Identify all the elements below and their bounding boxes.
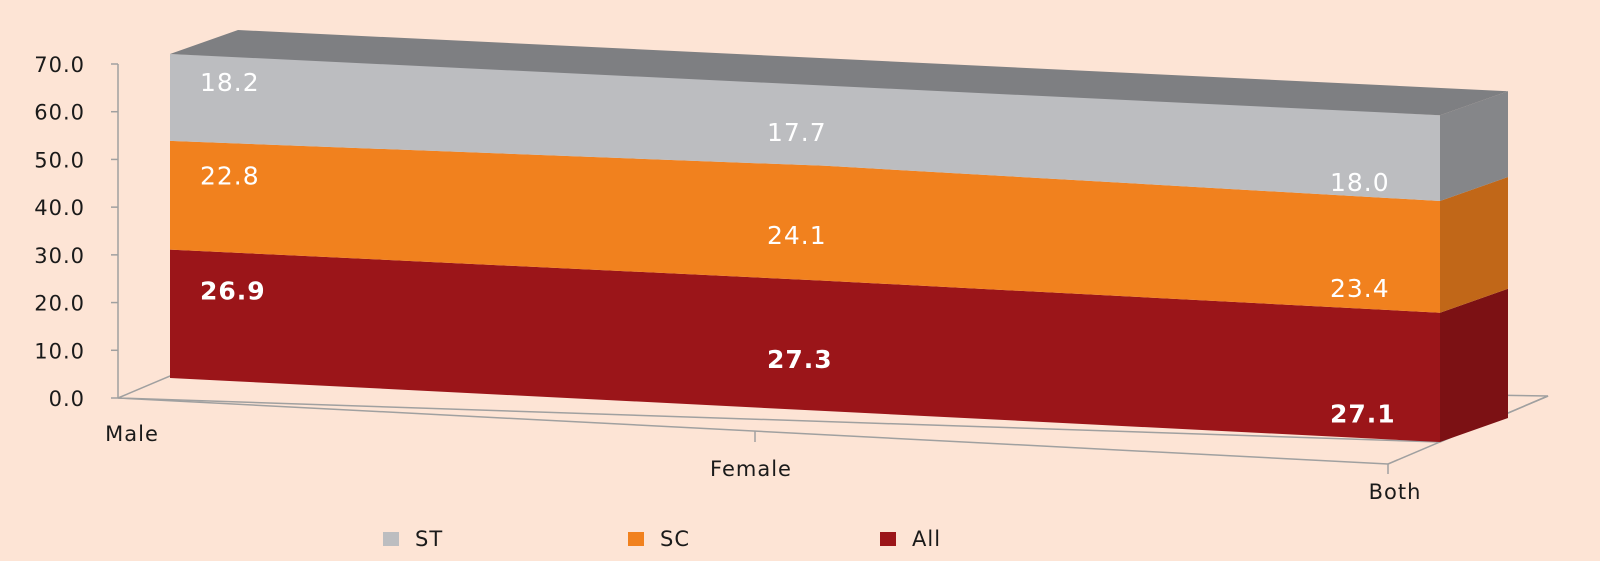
legend-label-st: ST — [415, 527, 443, 551]
stacked-bar-ribbon — [170, 30, 1508, 442]
legend-label-sc: SC — [660, 527, 690, 551]
data-label-st: 18.2 — [200, 68, 260, 97]
y-tick-label: 0.0 — [49, 387, 85, 411]
y-tick-label: 40.0 — [34, 196, 85, 220]
legend-swatch-st — [383, 532, 399, 546]
data-label-all: 27.1 — [1330, 400, 1396, 429]
bar-segment-st — [170, 54, 1440, 201]
legend-swatch-sc — [628, 532, 644, 546]
data-label-all: 27.3 — [767, 345, 833, 374]
y-tick-label: 10.0 — [34, 339, 85, 363]
y-tick-label: 50.0 — [34, 148, 85, 172]
bar-segment-sc — [170, 140, 1440, 313]
y-tick-label: 70.0 — [34, 53, 85, 77]
legend-label-all: All — [912, 527, 941, 551]
y-tick-label: 30.0 — [34, 244, 85, 268]
x-axis-line — [117, 397, 1389, 465]
y-axis: 0.0 10.0 20.0 30.0 40.0 50.0 60.0 70.0 — [34, 53, 119, 411]
x-axis-category-labels: Male Female Both — [105, 422, 1422, 504]
x-category-label: Both — [1369, 480, 1422, 504]
y-tick-label: 60.0 — [34, 101, 85, 125]
data-label-sc: 23.4 — [1330, 274, 1390, 303]
x-category-label: Female — [710, 457, 792, 481]
data-label-st: 18.0 — [1330, 168, 1390, 197]
legend-swatch-all — [880, 532, 896, 546]
data-label-all: 26.9 — [200, 277, 266, 306]
bar-side-st — [1440, 91, 1508, 201]
legend: ST SC All — [383, 527, 941, 551]
bar-top-face — [170, 30, 1508, 116]
x-category-label: Male — [105, 422, 159, 446]
data-label-st: 17.7 — [767, 118, 827, 147]
bar-side-all — [1440, 288, 1508, 442]
bar-segment-all — [170, 249, 1440, 442]
data-label-sc: 22.8 — [200, 162, 260, 191]
data-labels: 26.9 27.3 27.1 22.8 24.1 23.4 18.2 17.7 18.0 — [200, 68, 1396, 429]
data-label-sc: 24.1 — [767, 221, 827, 250]
y-tick-label: 20.0 — [34, 292, 85, 316]
bar-side-sc — [1440, 177, 1508, 313]
